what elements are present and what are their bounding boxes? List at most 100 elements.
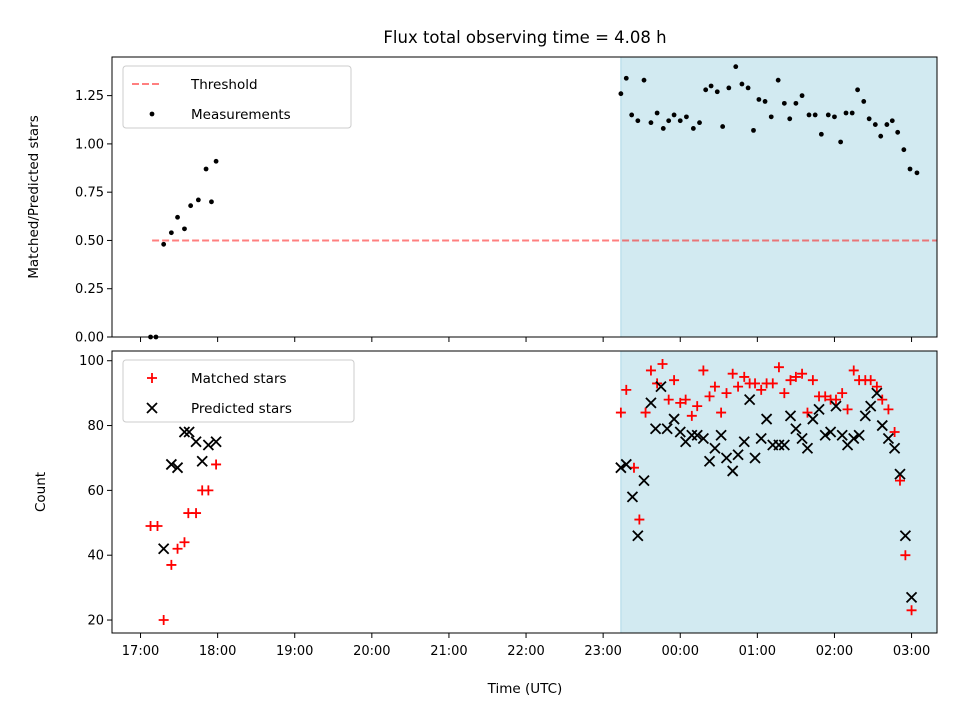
measurement-point [720,124,726,129]
matched-star-point [739,371,750,382]
matched-star-point [709,381,720,392]
predicted-star-point [899,530,912,542]
measurement-point [666,118,672,124]
y-tick-label: 40 [87,549,104,564]
matched-star-point [663,394,674,405]
predicted-star-point [807,413,819,425]
matched-star-point [871,381,882,392]
predicted-star-point [715,429,727,441]
x-tick-label: 23:00 [584,644,621,659]
x-tick-label: 20:00 [353,644,390,659]
measurement-point [872,122,878,127]
matched-star-point [848,365,859,376]
predicted-star-point [760,413,773,425]
predicted-star-point [853,429,865,441]
measurement-point [751,127,756,133]
matched-star-point [877,394,888,405]
predicted-star-point [738,436,750,448]
predicted-star-point [691,429,703,441]
y-axis-label: Count [33,472,49,512]
predicted-star-point [819,429,831,441]
predicted-star-point [871,387,883,399]
measurement-point [901,147,907,153]
matched-star-point [191,508,202,519]
legend-matched-swatch [147,373,157,383]
predicted-star-point [196,455,208,467]
predicted-star-point [894,468,906,480]
y-tick-label: 0.25 [75,282,104,297]
measurement-point [203,166,209,172]
predicted-star-point [905,591,918,603]
measurement-point [849,110,855,116]
measurement-point [768,114,774,120]
measurement-point [635,118,641,124]
panel-bottom: 20 40 60 80 100 17:00 18:00 19:00 20:00 21:00 22:0… [33,350,938,659]
measurement-point [889,118,895,124]
y-tick-label: 80 [87,419,104,434]
predicted-star-point [813,403,825,415]
matched-star-point [692,401,703,412]
matched-star-point [779,388,790,399]
matched-star-point [733,381,744,392]
matched-star-point [883,404,894,415]
measurement-point [161,241,167,247]
measurement-point [733,64,739,70]
x-tick-label: 18:00 [199,644,236,659]
predicted-star-point [749,452,761,464]
x-tick-label: 03:00 [893,644,930,659]
predicted-star-point [836,429,848,441]
matched-star-point [820,391,831,402]
measurement-point [907,166,913,172]
measurement-point [648,120,654,126]
measurement-point [838,139,844,145]
legend-label: Predicted stars [191,401,292,417]
measurement-point [660,126,666,131]
measurement-point [677,118,683,124]
measurement-point [843,110,849,116]
matched-star-point [750,378,761,389]
matched-star-point [704,391,715,402]
predicted-star-point [620,458,632,471]
x-tick-label: 01:00 [739,644,776,659]
predicted-star-point [655,381,667,393]
measurement-point [654,110,660,116]
y-tick-label: 20 [87,614,104,629]
axes-frame [111,56,938,338]
x-tick-label: 19:00 [276,644,313,659]
measurement-point [781,100,787,106]
predicted-star-point [674,426,686,438]
measurement-point [195,197,201,203]
matched-star-point [615,407,626,418]
matched-star-point [900,550,911,561]
matched-star-point [158,615,169,626]
measurement-point [799,93,805,99]
x-tick-label: 21:00 [430,644,467,659]
measurement-point [697,120,702,126]
measurement-point [855,87,860,93]
matched-star-point [894,475,905,486]
predicted-star-point [632,530,644,542]
observing-span [620,56,938,338]
predicted-star-point [778,439,790,451]
measurement-point [690,126,696,131]
y-tick-label: 0.75 [75,186,104,201]
predicted-star-point [178,426,191,438]
predicted-star-point [744,393,756,406]
measurement-point [629,112,635,118]
measurement-point [209,199,214,205]
measurement-point [182,226,187,232]
legend-measurement-swatch [149,111,155,117]
measurement-point [708,83,714,89]
measurement-point [884,122,890,127]
measurement-point [866,116,872,122]
measurement-point [745,85,751,91]
matched-star-point [790,371,801,382]
measurement-point [775,77,781,83]
matched-star-point [645,365,656,376]
matched-star-point [680,394,691,405]
x-axis-label: Time (UTC) [487,681,563,697]
matched-star-point [785,375,796,386]
matched-star-point [721,388,732,399]
